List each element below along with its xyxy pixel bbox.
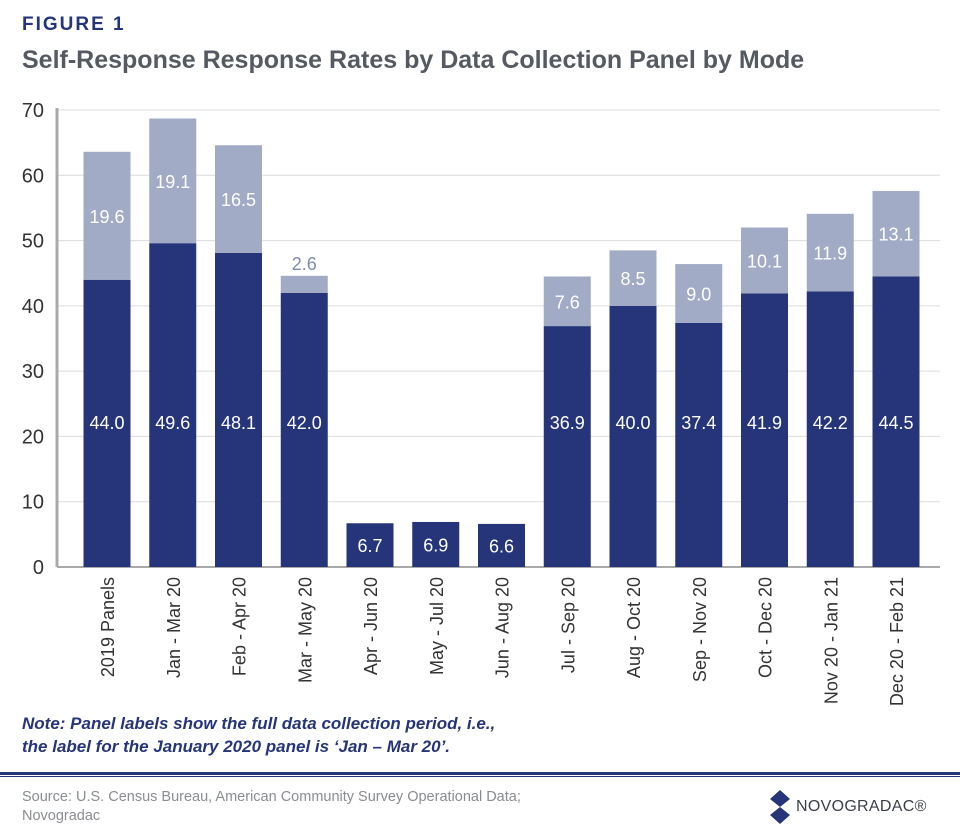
y-tick-label: 20 [22, 426, 44, 448]
diamond-logo-icon [770, 790, 790, 824]
data-label: 9.0 [686, 284, 711, 304]
divider [0, 776, 960, 777]
data-label: 41.9 [747, 413, 782, 433]
x-tick-label: Mar - May 20 [295, 577, 315, 683]
data-label: 2.6 [292, 254, 317, 274]
y-tick-label: 40 [22, 296, 44, 318]
bar-lower-segment [543, 326, 591, 567]
data-label: 11.9 [813, 244, 847, 264]
logo-text: NOVOGRADAC® [796, 798, 927, 815]
x-tick-label: May - Jul 20 [427, 577, 447, 675]
data-label: 7.6 [555, 292, 580, 312]
data-label: 44.5 [878, 413, 913, 433]
bar-lower-segment [741, 293, 788, 567]
data-label: 42.2 [813, 413, 848, 433]
note-line-2: the label for the January 2020 panel is … [22, 737, 451, 756]
y-tick-label: 0 [33, 557, 44, 579]
bar-upper-segment [149, 118, 197, 244]
x-tick-label: Aug - Oct 20 [624, 577, 644, 678]
bar-upper-segment [741, 227, 788, 294]
x-tick-label: Apr - Jun 20 [361, 577, 381, 675]
divider [0, 772, 960, 775]
bar-upper-segment [543, 276, 591, 327]
x-tick-label: Oct - Dec 20 [756, 577, 776, 678]
bar-lower-segment [609, 305, 657, 567]
data-label: 19.6 [89, 207, 124, 227]
bar-lower-segment [346, 523, 394, 567]
bar-upper-segment [280, 275, 328, 293]
figure-label: FIGURE 1 [22, 14, 126, 35]
data-label: 10.1 [747, 251, 782, 271]
data-label: 13.1 [878, 225, 913, 245]
data-label: 19.1 [155, 172, 190, 192]
novogradac-logo: NOVOGRADAC® [768, 790, 927, 824]
note-line-1: Note: Panel labels show the full data co… [22, 714, 496, 733]
bar-chart: 0 10 20 30 40 50 60 70 44.0 19.6 2019 Panels 49.6 19… [22, 100, 940, 706]
y-tick-label: 60 [22, 165, 44, 187]
bar-lower-segment [83, 279, 131, 567]
bar-upper-segment [806, 213, 854, 292]
bar-upper-segment [872, 190, 920, 277]
bar-upper-segment [675, 264, 723, 323]
source-text: Source: U.S. Census Bureau, American Com… [22, 789, 521, 824]
data-label: 8.5 [620, 269, 645, 289]
x-tick-label: Jan - Mar 20 [164, 577, 184, 678]
bar-lower-segment [478, 523, 525, 567]
bar-upper-segment [609, 250, 657, 306]
data-label: 6.6 [489, 536, 514, 556]
bar-lower-segment [806, 291, 854, 567]
bar-upper-segment [83, 151, 131, 280]
data-label: 37.4 [681, 413, 716, 433]
data-label: 48.1 [221, 413, 256, 433]
x-tick-label: Sep - Nov 20 [690, 577, 710, 682]
data-label: 44.0 [89, 413, 124, 433]
chart-note: Note: Panel labels show the full data co… [22, 712, 495, 758]
data-label: 6.7 [357, 536, 382, 556]
y-tick-label: 50 [22, 231, 44, 253]
bar-lower-segment [280, 292, 328, 567]
y-tick-label: 10 [22, 492, 44, 514]
x-tick-label: Nov 20 - Jan 21 [821, 577, 841, 704]
y-tick-label: 70 [22, 100, 44, 122]
data-label: 42.0 [287, 413, 322, 433]
bar-lower-segment [675, 322, 723, 567]
x-tick-label: Feb - Apr 20 [230, 577, 250, 676]
x-tick-label: 2019 Panels [98, 577, 118, 677]
bar-lower-segment [412, 521, 460, 567]
data-label: 36.9 [550, 413, 585, 433]
data-label: 49.6 [155, 413, 190, 433]
bar-lower-segment [215, 252, 262, 567]
bar-lower-segment [872, 276, 920, 567]
x-tick-label: Dec 20 - Feb 21 [887, 577, 907, 706]
data-label: 6.9 [423, 535, 448, 555]
x-tick-label: Jun - Aug 20 [493, 577, 513, 678]
y-tick-label: 30 [22, 361, 44, 383]
data-label: 16.5 [221, 190, 256, 210]
bar-lower-segment [149, 243, 197, 567]
x-tick-label: Jul - Sep 20 [558, 577, 578, 673]
chart-title: Self-Response Response Rates by Data Col… [22, 46, 805, 74]
bar-upper-segment [215, 145, 262, 253]
data-label: 40.0 [615, 413, 650, 433]
